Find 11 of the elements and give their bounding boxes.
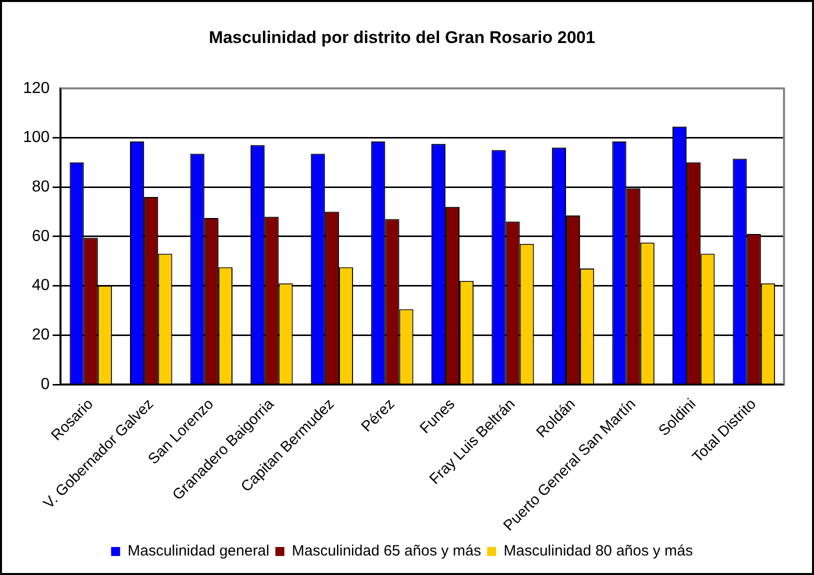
chart-title: Masculinidad por distrito del Gran Rosario 2001	[208, 28, 596, 47]
y-tick-label: 120	[22, 80, 50, 97]
y-tick-label: 60	[32, 228, 50, 245]
legend-label: Masculinidad general	[128, 542, 270, 560]
legend-label: Masculinidad 65 años y más	[292, 542, 482, 560]
legend-label: Masculinidad 80 años y más	[504, 542, 693, 560]
y-tick-label: 20	[32, 326, 50, 344]
y-tick-label: 40	[32, 277, 50, 294]
y-tick-label: 80	[32, 178, 50, 196]
y-tick-label: 100	[22, 129, 50, 146]
y-tick-label: 0	[40, 376, 50, 393]
